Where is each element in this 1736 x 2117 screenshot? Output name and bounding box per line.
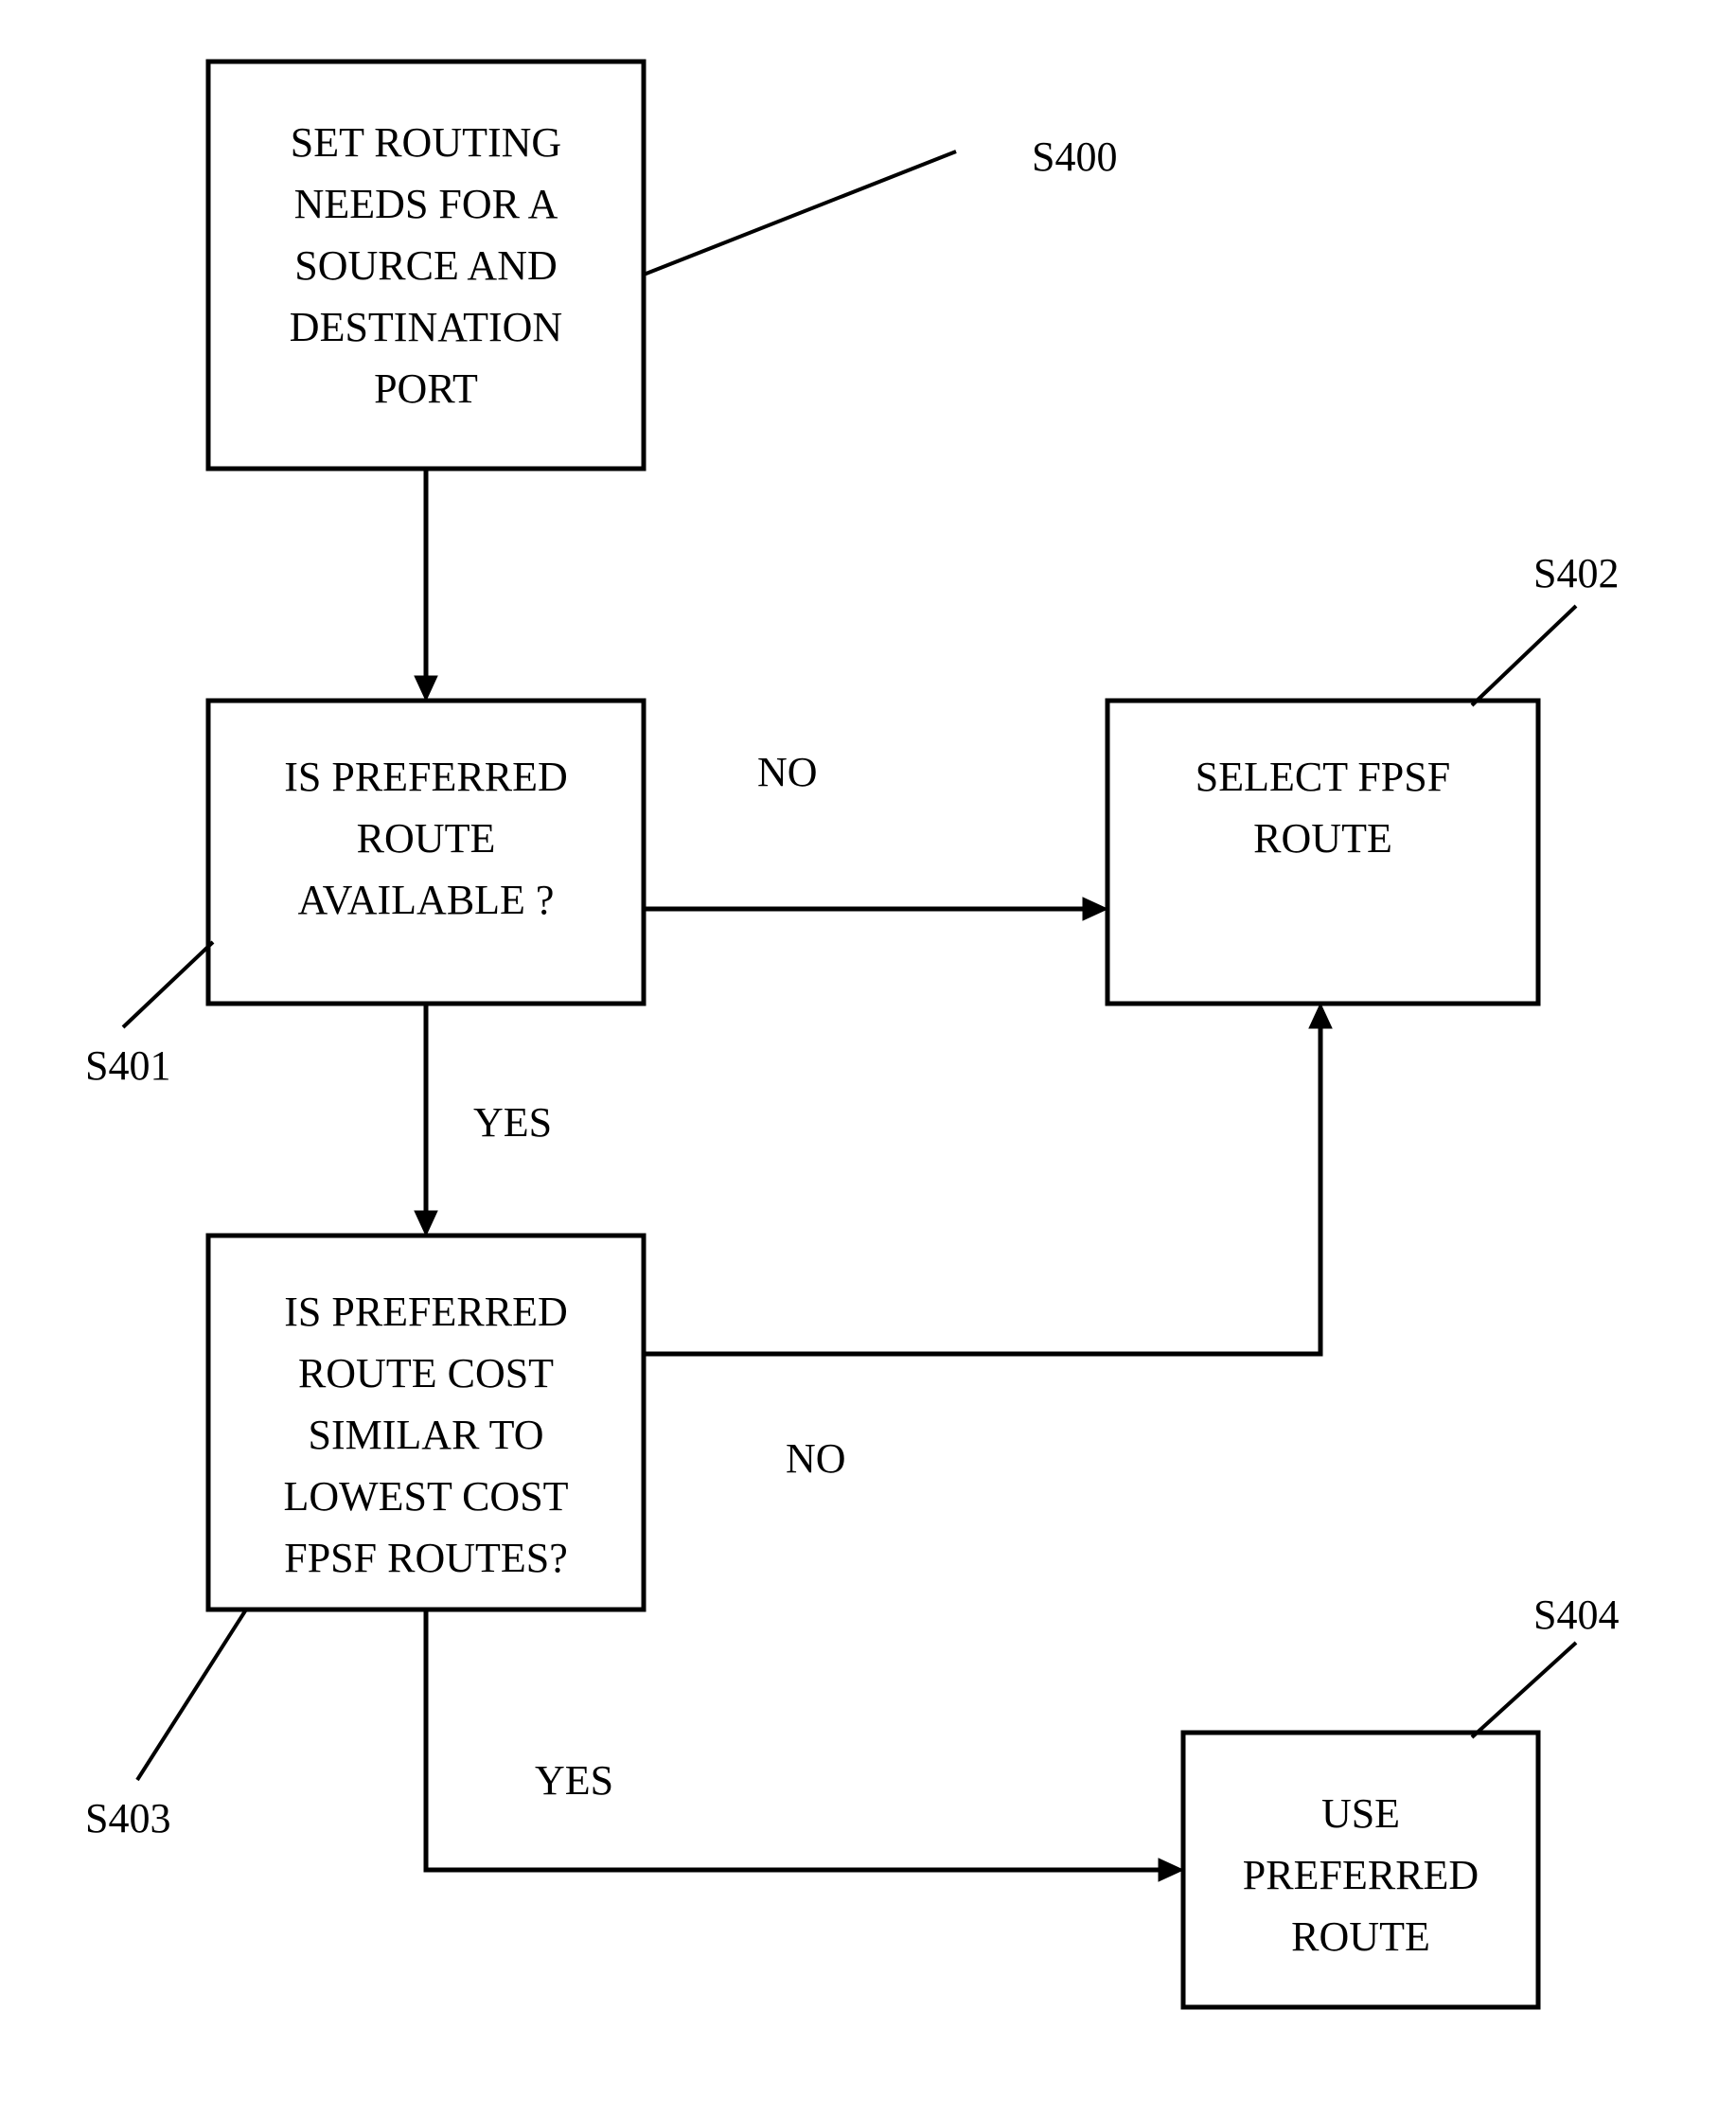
node-text-line: ROUTE COST xyxy=(298,1350,554,1397)
ref-s401: S401 xyxy=(85,942,213,1089)
edge-e403_404_yes: YES xyxy=(426,1610,1183,1881)
node-text-line: AVAILABLE ? xyxy=(298,877,555,923)
ref-label-text: S403 xyxy=(85,1795,170,1841)
edge-e401_402_no: NO xyxy=(644,749,1107,920)
node-text-line: ROUTE xyxy=(1253,815,1392,862)
node-text-line: IS PREFERRED xyxy=(284,1289,568,1335)
node-text-line: LOWEST COST xyxy=(283,1473,568,1520)
node-text-line: NEEDS FOR A xyxy=(294,181,558,227)
edge-e400_401 xyxy=(415,469,437,701)
ref-label-text: S400 xyxy=(1032,133,1117,180)
ref-s400: S400 xyxy=(644,133,1117,275)
edge-e401_403_yes: YES xyxy=(415,1004,552,1236)
ref-label-text: S402 xyxy=(1533,550,1619,596)
edge-line xyxy=(644,1016,1320,1354)
node-n404: USE PREFERRED ROUTE xyxy=(1183,1733,1538,2007)
edge-label: YES xyxy=(473,1099,552,1146)
node-text-line: DESTINATION xyxy=(290,304,562,350)
edge-arrowhead xyxy=(415,676,437,701)
ref-leader-line xyxy=(137,1610,246,1780)
node-text-line: USE xyxy=(1321,1790,1400,1837)
edge-label: NO xyxy=(757,749,818,795)
edge-line xyxy=(426,1610,1171,1870)
node-n400: SET ROUTING NEEDS FOR A SOURCE AND DESTINAT… xyxy=(208,62,644,469)
edge-arrowhead xyxy=(1083,898,1107,920)
node-n403: IS PREFERRED ROUTE COST SIMILAR TO LOWEST C… xyxy=(208,1236,644,1610)
ref-s402: S402 xyxy=(1472,550,1619,705)
edge-arrowhead xyxy=(1309,1004,1332,1028)
ref-leader-line xyxy=(644,151,956,275)
edge-e403_402_no: NO xyxy=(644,1004,1332,1482)
edge-arrowhead xyxy=(1159,1859,1183,1881)
ref-leader-line xyxy=(1472,1643,1576,1737)
ref-label-text: S404 xyxy=(1533,1592,1619,1638)
node-text-line: PREFERRED xyxy=(1243,1852,1479,1898)
edge-label: NO xyxy=(786,1435,846,1482)
ref-s404: S404 xyxy=(1472,1592,1619,1737)
node-n401: IS PREFERRED ROUTE AVAILABLE ? xyxy=(208,701,644,1004)
edge-arrowhead xyxy=(415,1211,437,1236)
ref-label-text: S401 xyxy=(85,1042,170,1089)
edge-label: YES xyxy=(535,1757,613,1804)
node-n402: SELECT FPSF ROUTE xyxy=(1107,701,1538,1004)
ref-leader-line xyxy=(123,942,213,1027)
node-text-line: SELECT FPSF xyxy=(1196,754,1450,800)
ref-leader-line xyxy=(1472,606,1576,705)
node-text-line: ROUTE xyxy=(357,815,496,862)
node-text-line: SIMILAR TO xyxy=(309,1412,544,1458)
ref-s403: S403 xyxy=(85,1610,246,1841)
node-text-line: PORT xyxy=(374,365,478,412)
node-text-line: ROUTE xyxy=(1291,1913,1430,1960)
node-text-line: SET ROUTING xyxy=(291,119,561,166)
node-text-line: SOURCE AND xyxy=(294,242,558,289)
node-text-line: FPSF ROUTES? xyxy=(284,1535,568,1581)
node-text-line: IS PREFERRED xyxy=(284,754,568,800)
